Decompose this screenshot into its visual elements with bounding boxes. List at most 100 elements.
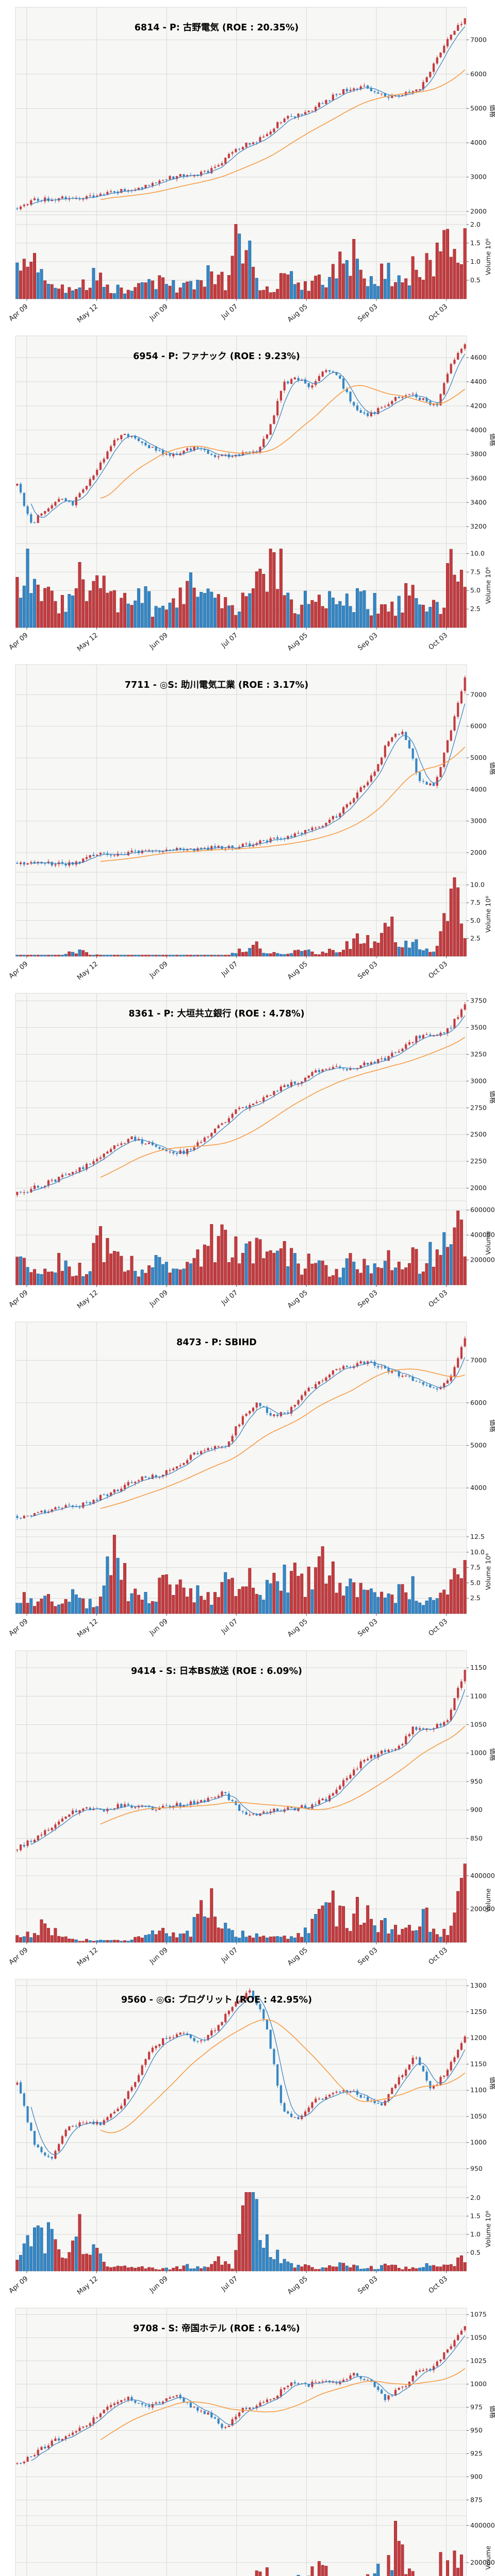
ma-short-line — [30, 353, 466, 518]
svg-text:1150: 1150 — [470, 1664, 487, 1671]
stock-chart-9414: 9414 - S: 日本BS放送 (ROE : 6.09%) 850 900 950 1… — [0, 1645, 495, 1973]
volume-axis-title: Volume 10⁶ — [484, 239, 492, 275]
svg-text:2250: 2250 — [470, 1157, 487, 1165]
svg-text:Aug 05: Aug 05 — [286, 1618, 309, 1639]
ma-short-line — [31, 1015, 466, 1192]
svg-text:Jun 09: Jun 09 — [148, 1946, 170, 1966]
svg-text:3000: 3000 — [470, 817, 487, 825]
svg-text:4000: 4000 — [470, 1484, 487, 1492]
svg-text:3200: 3200 — [470, 522, 487, 530]
svg-text:Sep 03: Sep 03 — [356, 1618, 379, 1639]
svg-text:6000: 6000 — [470, 70, 487, 78]
price-axis-labels: 2000 3000 4000 5000 6000 7000 — [467, 690, 487, 856]
svg-text:875: 875 — [470, 2496, 483, 2503]
svg-text:850: 850 — [470, 1834, 483, 1842]
svg-text:Jun 09: Jun 09 — [148, 632, 170, 651]
volume-bars — [15, 1863, 467, 1943]
svg-text:6000: 6000 — [470, 1399, 487, 1406]
date-axis-labels: Apr 09 May 12 Jun 09 Jul 07 Aug 05 Sep 03 Oct … — [8, 1614, 449, 1639]
candlestick-layer — [16, 1336, 466, 1520]
svg-text:12.5: 12.5 — [470, 1533, 485, 1540]
chart-svg-6954: 6954 - P: ファナック (ROE : 9.23%) 3200 3400 360… — [8, 335, 495, 653]
svg-text:200000: 200000 — [470, 1256, 495, 1264]
date-axis-labels: Apr 09 May 12 Jun 09 Jul 07 Aug 05 Sep 03 Oct … — [8, 1285, 449, 1311]
svg-text:900: 900 — [470, 2472, 483, 2480]
svg-text:200000: 200000 — [470, 2558, 495, 2566]
svg-text:Apr 09: Apr 09 — [8, 960, 30, 980]
price-axis-title: 価格 — [489, 1748, 495, 1761]
ma-long-line — [100, 2019, 466, 2133]
svg-text:400000: 400000 — [470, 2521, 495, 2529]
svg-text:0.5: 0.5 — [470, 2248, 481, 2256]
volume-bars — [15, 2192, 467, 2272]
volume-axis-title: Volume 10⁶ — [484, 896, 492, 933]
svg-text:Jul 07: Jul 07 — [220, 1289, 239, 1308]
volume-bars — [255, 2521, 463, 2576]
price-axis-labels: 4000 5000 6000 7000 — [467, 1356, 487, 1492]
svg-text:2750: 2750 — [470, 1104, 487, 1111]
svg-text:1150: 1150 — [470, 2060, 487, 2067]
price-axis-labels: 2000 3000 4000 5000 6000 7000 — [467, 36, 487, 215]
svg-text:3000: 3000 — [470, 173, 487, 181]
svg-text:Apr 09: Apr 09 — [8, 1618, 30, 1638]
chart-title: 8361 - P: 大垣共立銀行 (ROE : 4.78%) — [128, 1008, 304, 1019]
price-axis-labels: 875 900 925 950 975 1000 1025 1050 1075 — [467, 2311, 487, 2503]
volume-axis-labels: 0.5 1.0 1.5 2.0 — [467, 221, 481, 284]
price-axis-labels: 850 900 950 1000 1050 1100 1150 — [467, 1664, 487, 1842]
ma-short-line — [31, 2335, 466, 2461]
svg-text:4000: 4000 — [470, 139, 487, 146]
chart-svg-9414: 9414 - S: 日本BS放送 (ROE : 6.09%) 850 900 950 1… — [8, 1650, 495, 1968]
svg-text:Oct 03: Oct 03 — [427, 1618, 449, 1638]
ma-long-line — [100, 2368, 466, 2441]
volume-bars — [15, 224, 467, 299]
svg-text:7000: 7000 — [470, 36, 487, 43]
volume-axis-labels: 2.5 5.0 7.5 10.0 — [467, 881, 485, 942]
svg-text:1050: 1050 — [470, 2112, 487, 2120]
svg-text:Aug 05: Aug 05 — [286, 632, 309, 653]
price-axis-labels: 3200 3400 3600 3800 4000 4200 4400 4600 — [467, 353, 487, 530]
svg-text:950: 950 — [470, 1777, 483, 1785]
svg-text:Aug 05: Aug 05 — [286, 1946, 309, 1968]
svg-text:7000: 7000 — [470, 690, 487, 698]
gridlines — [15, 2308, 467, 2576]
svg-text:7.5: 7.5 — [470, 899, 481, 906]
svg-text:925: 925 — [470, 2449, 483, 2457]
svg-text:3250: 3250 — [470, 1050, 487, 1058]
svg-text:May 12: May 12 — [76, 1618, 100, 1639]
svg-text:Jun 09: Jun 09 — [148, 1289, 170, 1309]
svg-text:2000: 2000 — [470, 1184, 487, 1192]
svg-text:7.5: 7.5 — [470, 1564, 481, 1571]
candlestick-layer — [16, 1988, 466, 2161]
svg-text:Sep 03: Sep 03 — [356, 632, 379, 653]
svg-text:2.5: 2.5 — [470, 934, 481, 942]
chart-svg-9708: 9708 - S: 帝国ホテル (ROE : 6.14%) 875 900 925 95… — [15, 2308, 495, 2576]
svg-text:Apr 09: Apr 09 — [8, 2275, 30, 2295]
svg-text:5.0: 5.0 — [470, 917, 481, 924]
svg-text:1.0: 1.0 — [470, 258, 481, 265]
price-axis-title: 価格 — [489, 762, 495, 775]
volume-axis-labels: 200000 400000 — [467, 2521, 495, 2566]
ma-long-line — [100, 385, 466, 499]
svg-text:3500: 3500 — [470, 1023, 487, 1031]
svg-text:Sep 03: Sep 03 — [356, 2275, 379, 2296]
chart-svg-6814: 6814 - P: 古野電気 (ROE : 20.35%) 2000 3000 400… — [8, 7, 495, 325]
svg-text:3000: 3000 — [470, 1077, 487, 1084]
svg-text:Apr 09: Apr 09 — [8, 303, 30, 323]
stock-chart-9708: 9708 - S: 帝国ホテル (ROE : 6.14%) 875 900 925 95… — [0, 2302, 495, 2576]
svg-text:1.5: 1.5 — [470, 2212, 481, 2219]
ma-short-line — [31, 703, 466, 865]
price-axis-title: 価格 — [489, 105, 495, 118]
svg-text:Oct 03: Oct 03 — [427, 303, 449, 323]
stock-chart-6814: 6814 - P: 古野電気 (ROE : 20.35%) 2000 3000 400… — [0, 1, 495, 330]
chart-title: 9708 - S: 帝国ホテル (ROE : 6.14%) — [133, 2323, 300, 2334]
svg-text:600000: 600000 — [470, 1206, 495, 1214]
volume-axis-labels: 0.5 1.0 1.5 2.0 — [467, 2194, 481, 2256]
svg-text:Jun 09: Jun 09 — [148, 1618, 170, 1637]
svg-text:4200: 4200 — [470, 402, 487, 410]
svg-text:10.0: 10.0 — [470, 1548, 485, 1556]
volume-bars — [15, 877, 467, 957]
svg-text:2.5: 2.5 — [470, 1594, 481, 1602]
volume-axis-labels: 200000 400000 — [467, 1872, 495, 1912]
chart-title: 8473 - P: SBIHD — [176, 1337, 257, 1348]
svg-text:2.5: 2.5 — [470, 605, 481, 613]
